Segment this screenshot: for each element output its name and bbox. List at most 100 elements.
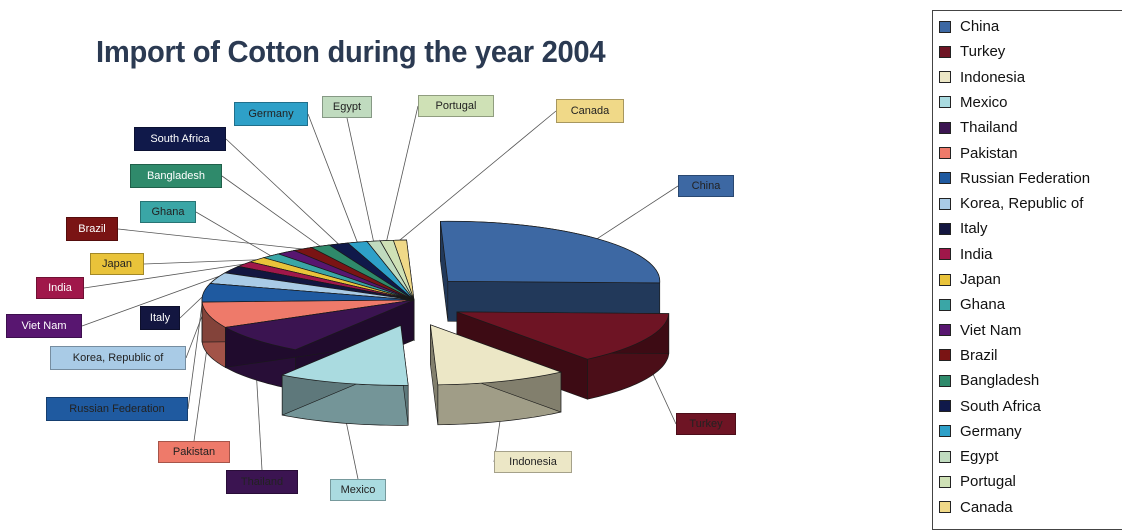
leader-line-pakistan <box>193 335 210 442</box>
legend-label-egypt: Egypt <box>960 448 999 466</box>
callout-russian-federation: Russian Federation <box>46 397 188 421</box>
legend-label-ghana: Ghana <box>960 296 1006 314</box>
callout-thailand: Thailand <box>226 470 298 494</box>
legend-item-india: India <box>939 242 993 267</box>
legend-label-portugal: Portugal <box>960 473 1016 491</box>
legend-label-russian-federation: Russian Federation <box>960 169 1091 187</box>
legend-swatch-brazil <box>939 349 951 362</box>
callout-indonesia: Indonesia <box>494 451 572 473</box>
legend-item-indonesia: Indonesia <box>939 65 1025 90</box>
callout-canada: Canada <box>556 99 624 123</box>
legend-label-italy: Italy <box>960 220 988 238</box>
leader-line-bangladesh <box>221 175 321 247</box>
leader-line-russian-federation <box>187 292 204 410</box>
leader-line-canada <box>399 110 557 241</box>
legend-item-thailand: Thailand <box>939 115 1018 140</box>
legend-label-turkey: Turkey <box>960 43 1006 61</box>
legend-label-south-africa: South Africa <box>960 397 1041 415</box>
legend-swatch-russian-federation <box>939 172 951 185</box>
pie-chart <box>81 105 679 480</box>
legend-item-japan: Japan <box>939 267 1001 292</box>
callout-bangladesh: Bangladesh <box>130 164 222 188</box>
legend-swatch-egypt <box>939 450 951 463</box>
legend-swatch-bangladesh <box>939 374 951 387</box>
leader-line-brazil <box>117 228 303 250</box>
legend-label-mexico: Mexico <box>960 93 1008 111</box>
leader-line-egypt <box>346 117 374 242</box>
legend-item-ghana: Ghana <box>939 292 1005 317</box>
legend-swatch-italy <box>939 222 951 235</box>
legend-item-mexico: Mexico <box>939 90 1008 115</box>
leader-line-ghana <box>195 211 272 257</box>
legend-label-bangladesh: Bangladesh <box>960 372 1040 390</box>
legend-item-china: China <box>939 14 999 39</box>
chart-title: Import of Cotton during the year 2004 <box>96 34 606 69</box>
pie-slice-top-turkey <box>456 311 670 360</box>
legend-item-bangladesh: Bangladesh <box>939 368 1039 393</box>
legend-label-korea-republic-of: Korea, Republic of <box>960 195 1084 213</box>
leader-line-japan <box>143 259 257 265</box>
callout-japan: Japan <box>90 253 144 275</box>
legend-item-brazil: Brazil <box>939 343 998 368</box>
legend-swatch-south-africa <box>939 400 951 412</box>
legend-item-germany: Germany <box>939 419 1022 444</box>
legend-label-indonesia: Indonesia <box>960 68 1026 86</box>
callout-ghana: Ghana <box>140 201 196 223</box>
pie-slice-top-china <box>440 220 661 284</box>
callout-italy: Italy <box>140 306 180 330</box>
legend-swatch-germany <box>939 425 951 438</box>
legend-swatch-japan <box>939 273 951 286</box>
callout-pakistan: Pakistan <box>158 441 230 463</box>
legend-item-pakistan: Pakistan <box>939 141 1018 166</box>
legend-swatch-korea-republic-of <box>939 197 951 210</box>
callout-china: China <box>678 175 734 197</box>
callout-turkey: Turkey <box>676 413 736 435</box>
legend-swatch-thailand <box>939 121 951 134</box>
legend-label-brazil: Brazil <box>960 346 998 364</box>
pie-slice-china <box>440 220 661 324</box>
pie-slices <box>201 220 670 426</box>
legend-label-japan: Japan <box>960 271 1001 288</box>
legend-swatch-china <box>939 20 951 33</box>
leader-line-india <box>83 263 245 289</box>
legend-swatch-india <box>939 248 951 261</box>
legend-swatch-mexico <box>939 96 951 109</box>
pie-slice-top-indonesia <box>429 324 563 386</box>
legend-swatch-pakistan <box>939 147 951 159</box>
legend-item-egypt: Egypt <box>939 444 998 469</box>
legend-item-italy: Italy <box>939 216 988 241</box>
legend-label-pakistan: Pakistan <box>960 144 1018 162</box>
callout-korea-republic-of: Korea, Republic of <box>50 346 186 370</box>
pie-slice-mexico <box>280 324 409 426</box>
callout-egypt: Egypt <box>322 96 372 118</box>
callout-south-africa: South Africa <box>134 127 226 151</box>
pie-slice-indonesia <box>429 324 563 426</box>
legend-item-viet-nam: Viet Nam <box>939 318 1021 343</box>
callout-brazil: Brazil <box>66 217 118 241</box>
legend-swatch-viet-nam <box>939 324 951 337</box>
legend-item-korea-republic-of: Korea, Republic of <box>939 191 1083 216</box>
callout-mexico: Mexico <box>330 479 386 501</box>
leader-line-portugal <box>386 105 419 241</box>
callout-germany: Germany <box>234 102 308 126</box>
callout-labels: China Turkey Indonesia Mexico Thailand Pakist… <box>6 95 736 501</box>
legend-item-portugal: Portugal <box>939 469 1016 494</box>
callout-portugal: Portugal <box>418 95 494 117</box>
callout-viet-nam: Viet Nam <box>6 314 82 338</box>
legend-label-germany: Germany <box>960 422 1022 440</box>
leader-line-germany <box>307 113 358 243</box>
legend-item-south-africa: South Africa <box>939 394 1041 419</box>
legend-item-turkey: Turkey <box>939 39 1005 64</box>
legend-item-canada: Canada <box>939 495 1013 520</box>
legend-label-viet-nam: Viet Nam <box>960 321 1022 339</box>
legend-label-thailand: Thailand <box>960 119 1018 137</box>
leader-line-south-africa <box>225 138 339 245</box>
legend-swatch-canada <box>939 501 951 514</box>
legend-label-india: India <box>960 245 993 263</box>
legend-swatch-turkey <box>939 45 951 58</box>
legend-label-canada: Canada <box>960 498 1013 516</box>
legend: China Turkey Indonesia Mexico Thailand Pakist… <box>932 10 1122 530</box>
legend-swatch-ghana <box>939 298 951 311</box>
legend-swatch-indonesia <box>939 71 951 84</box>
leader-line-china <box>596 185 679 240</box>
